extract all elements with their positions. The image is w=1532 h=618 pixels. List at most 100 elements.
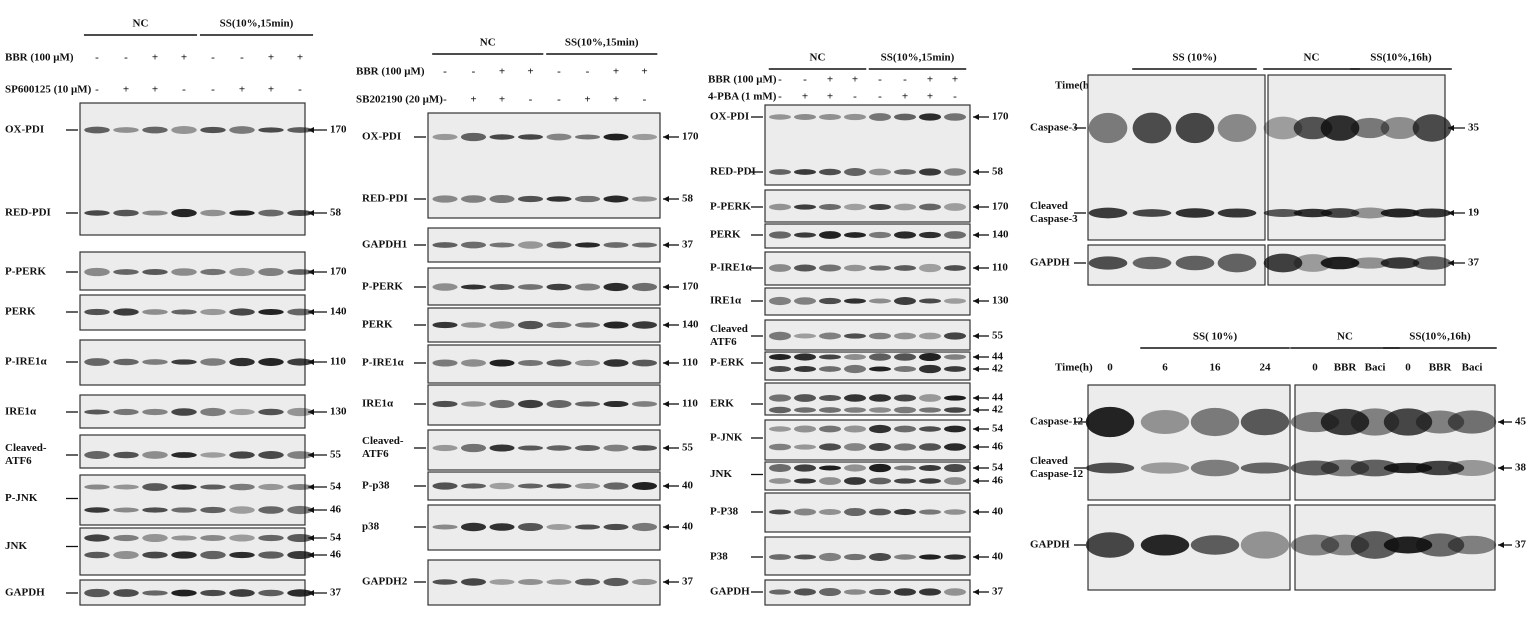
band <box>1350 257 1390 269</box>
marker-arrowhead <box>973 232 979 238</box>
band <box>1383 408 1433 436</box>
marker-label: 37 <box>682 576 694 588</box>
band <box>631 482 658 490</box>
band <box>603 444 629 452</box>
band <box>631 578 658 586</box>
marker-label: 54 <box>992 462 1004 474</box>
band <box>869 394 891 402</box>
blot-label: P-PERK <box>362 281 403 293</box>
treatment-sign: + <box>268 52 274 64</box>
marker-arrowhead <box>973 444 979 450</box>
band <box>844 232 866 238</box>
treatment-sign: + <box>123 84 129 96</box>
band <box>819 204 841 210</box>
band <box>1412 208 1452 218</box>
band <box>1447 460 1497 476</box>
band <box>819 509 841 515</box>
marker-label: 46 <box>992 475 1004 487</box>
band <box>1415 460 1465 476</box>
band <box>869 231 891 239</box>
band <box>574 283 601 291</box>
band <box>944 298 966 304</box>
band <box>1293 254 1333 272</box>
marker-arrowhead <box>663 242 669 248</box>
blot-label: P-IRE1α <box>362 357 404 369</box>
marker-label: 55 <box>992 330 1004 342</box>
band <box>1263 116 1303 140</box>
band <box>794 204 816 210</box>
treatment-sign: + <box>902 91 908 103</box>
marker-label: 110 <box>992 262 1008 274</box>
band <box>489 321 515 329</box>
band <box>894 113 916 121</box>
treatment-label: SP600125 (10 μM) <box>5 84 92 96</box>
group-label: NC <box>133 18 149 30</box>
band <box>869 588 891 596</box>
group-label: NC <box>810 52 826 64</box>
band <box>142 210 168 216</box>
marker-label: 40 <box>682 480 694 492</box>
band <box>432 400 458 408</box>
marker-arrowhead <box>973 395 979 401</box>
band <box>489 523 515 531</box>
band <box>517 483 544 489</box>
band <box>546 321 572 329</box>
band <box>819 407 841 413</box>
band <box>631 359 658 367</box>
band <box>258 408 284 416</box>
lane-label: 24 <box>1260 362 1272 374</box>
marker-label: 40 <box>992 506 1004 518</box>
band <box>1380 208 1420 218</box>
band <box>894 554 916 560</box>
band <box>546 524 572 530</box>
marker-label: 46 <box>992 441 1004 453</box>
band <box>869 553 891 561</box>
band <box>489 399 515 409</box>
band <box>794 554 816 560</box>
band <box>794 365 816 373</box>
band <box>1240 531 1290 559</box>
band <box>603 359 629 367</box>
band <box>794 425 816 433</box>
blot-label: OX-PDI <box>5 124 44 136</box>
band <box>1350 531 1400 559</box>
blot-label: GAPDH <box>1030 257 1070 269</box>
band <box>171 589 197 597</box>
band <box>631 445 658 451</box>
blot-label: RED-PDI <box>710 166 756 178</box>
treatment-sign: + <box>499 66 505 78</box>
band <box>1190 407 1240 437</box>
band <box>919 407 941 413</box>
band <box>603 195 629 203</box>
band <box>432 482 458 490</box>
band <box>844 507 866 517</box>
band <box>517 522 544 532</box>
band <box>84 308 110 316</box>
band <box>1350 117 1390 139</box>
marker-arrowhead <box>308 127 314 133</box>
blot-box <box>79 474 306 526</box>
band <box>869 203 891 211</box>
band <box>432 133 458 141</box>
band <box>229 267 255 277</box>
band <box>894 425 916 433</box>
band <box>84 267 110 277</box>
marker-label: 54 <box>992 423 1004 435</box>
band <box>460 443 487 453</box>
band <box>432 195 458 203</box>
band <box>229 451 255 459</box>
band <box>1175 112 1215 144</box>
band <box>142 451 168 459</box>
band <box>944 425 966 433</box>
band <box>819 587 841 597</box>
band <box>287 589 313 597</box>
band <box>894 169 916 175</box>
band <box>84 210 110 216</box>
marker-label: 37 <box>1468 257 1480 269</box>
treatment-sign: - <box>778 74 782 86</box>
band <box>944 463 966 473</box>
marker-label: 58 <box>992 166 1004 178</box>
marker-arrowhead <box>973 407 979 413</box>
band <box>631 133 658 141</box>
marker-label: 44 <box>992 351 1004 363</box>
